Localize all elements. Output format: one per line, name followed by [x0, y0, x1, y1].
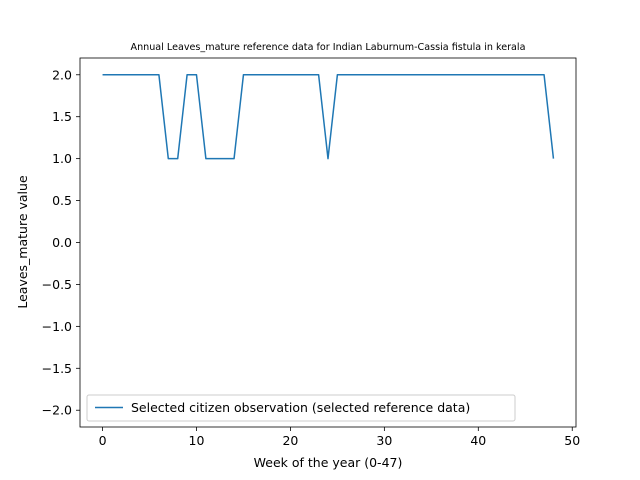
- y-tick-label: −1.5: [42, 361, 72, 376]
- x-tick-label: 40: [470, 433, 486, 448]
- plot-frame: [79, 57, 577, 428]
- x-tick-label: 10: [189, 433, 205, 448]
- series-layer: [102, 74, 555, 160]
- x-axis: 0 10 20 30 40 50: [99, 427, 580, 448]
- legend-box: [86, 394, 516, 422]
- legend-label: Selected citizen observation (selected r…: [131, 400, 470, 415]
- y-tick-label: −1.0: [42, 319, 72, 334]
- y-tick-label: 0.5: [52, 193, 72, 208]
- x-tick-label: 50: [564, 433, 580, 448]
- legend: Selected citizen observation (selected r…: [86, 394, 516, 422]
- y-tick-label: 1.5: [52, 109, 72, 124]
- series-line: [102, 74, 555, 160]
- y-tick-label: 1.0: [52, 151, 72, 166]
- chart-title: Annual Leaves_mature reference data for …: [131, 42, 526, 53]
- y-tick-label: 2.0: [52, 67, 72, 82]
- plot-area: [79, 57, 577, 428]
- y-axis-label: Leaves_mature value: [15, 175, 30, 309]
- x-tick-label: 20: [282, 433, 298, 448]
- x-tick-label: 0: [99, 433, 107, 448]
- x-tick-label: 30: [376, 433, 392, 448]
- y-tick-label: 0.0: [52, 235, 72, 250]
- x-axis-label: Week of the year (0-47): [254, 455, 403, 470]
- y-tick-label: −2.0: [42, 403, 72, 418]
- y-tick-label: −0.5: [42, 277, 72, 292]
- y-axis: −2.0 −1.5 −1.0 −0.5 0.0 0.5 1.0 1.5 2.0: [42, 67, 80, 418]
